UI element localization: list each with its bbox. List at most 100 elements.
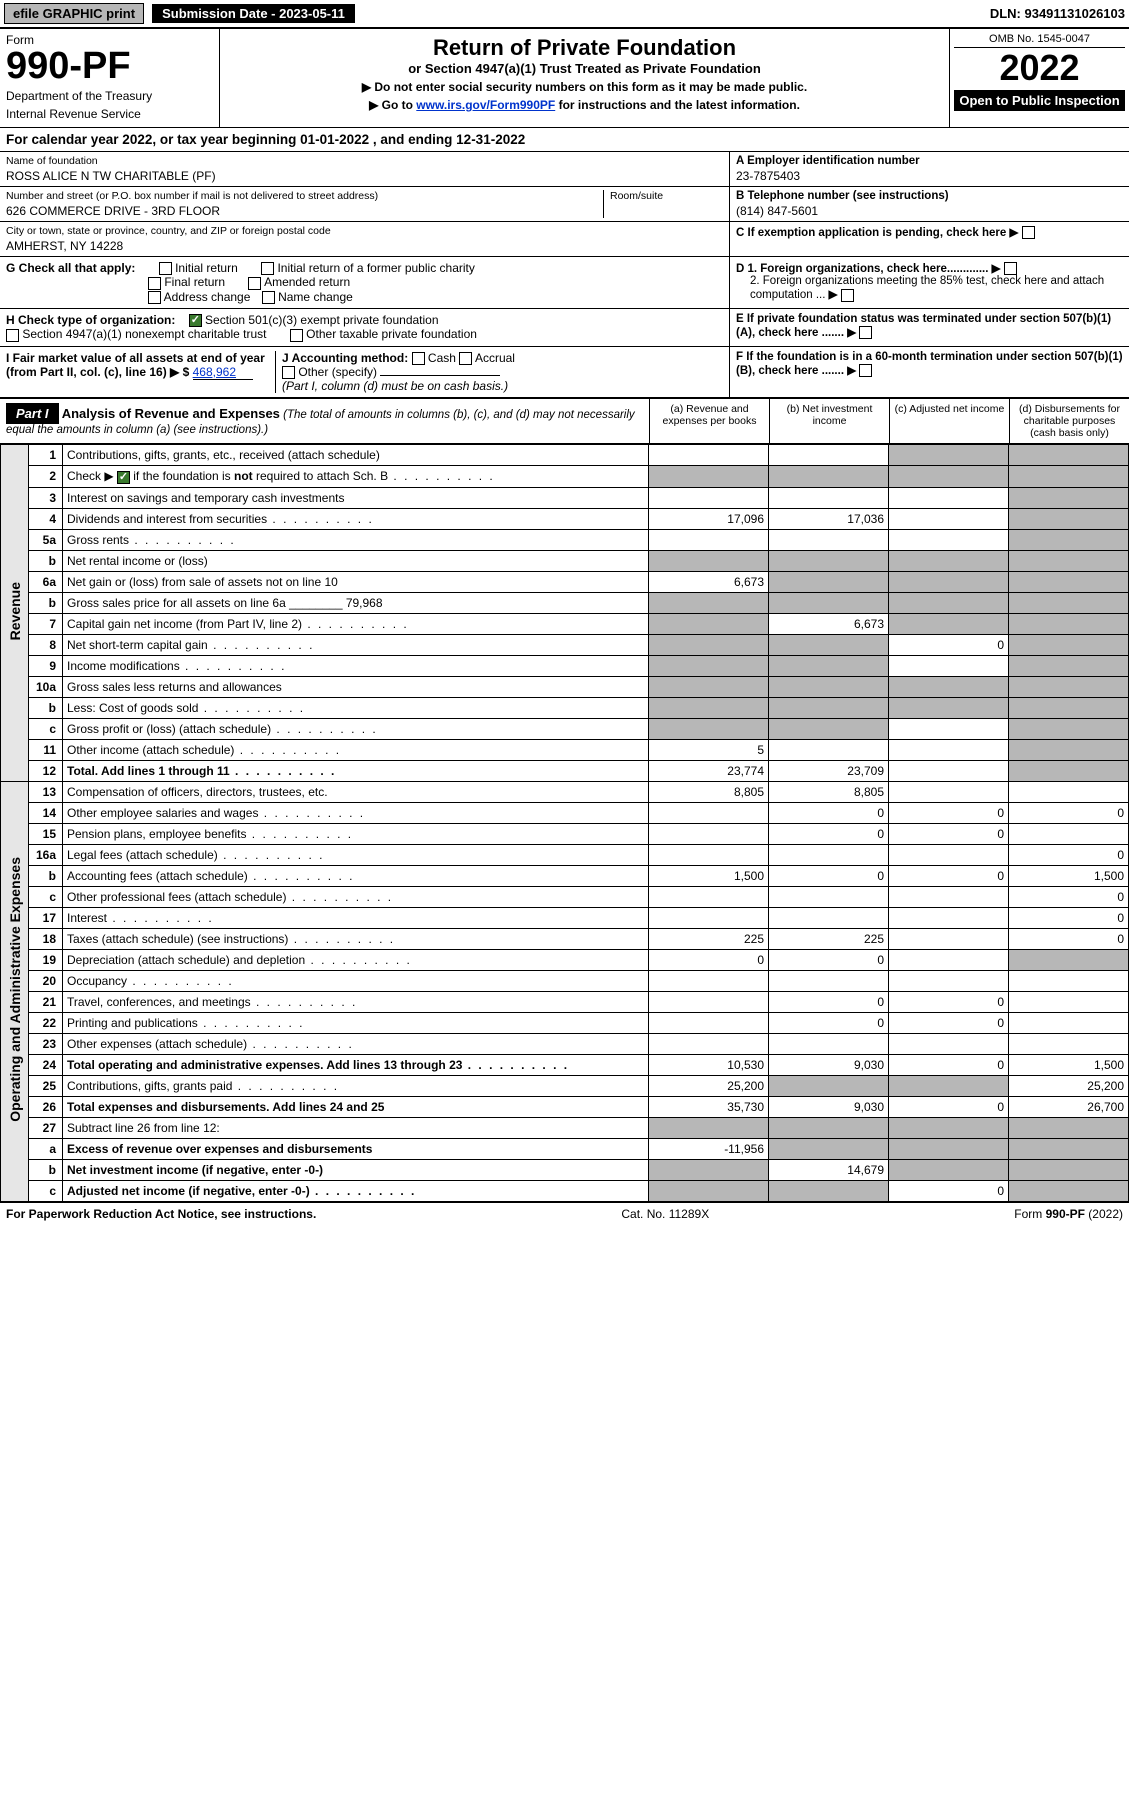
line-description: Net rental income or (loss) xyxy=(63,550,649,571)
table-cell: 23,709 xyxy=(769,760,889,781)
line-description: Taxes (attach schedule) (see instruction… xyxy=(63,928,649,949)
line-number: 15 xyxy=(29,823,63,844)
g-initial-return-checkbox[interactable] xyxy=(159,262,172,275)
table-cell xyxy=(1009,949,1129,970)
g-address-change-checkbox[interactable] xyxy=(148,291,161,304)
table-cell: 0 xyxy=(1009,844,1129,865)
d2-checkbox[interactable] xyxy=(841,289,854,302)
table-cell xyxy=(649,466,769,487)
j-cash-checkbox[interactable] xyxy=(412,352,425,365)
table-row: bNet rental income or (loss) xyxy=(1,550,1129,571)
form-ref: Form 990-PF (2022) xyxy=(1014,1207,1123,1221)
h-501c3-checkbox[interactable] xyxy=(189,314,202,327)
f-checkbox[interactable] xyxy=(859,364,872,377)
line-number: 5a xyxy=(29,529,63,550)
j-cash: Cash xyxy=(428,351,456,365)
e-checkbox[interactable] xyxy=(859,326,872,339)
address-cell: Number and street (or P.O. box number if… xyxy=(0,187,729,222)
line-description: Capital gain net income (from Part IV, l… xyxy=(63,613,649,634)
table-cell: 0 xyxy=(649,949,769,970)
j-accrual: Accrual xyxy=(475,351,515,365)
line-number: 1 xyxy=(29,445,63,466)
line-number: b xyxy=(29,592,63,613)
line-number: 24 xyxy=(29,1054,63,1075)
table-cell: 0 xyxy=(889,823,1009,844)
table-row: 21Travel, conferences, and meetings00 xyxy=(1,991,1129,1012)
d1-checkbox[interactable] xyxy=(1004,262,1017,275)
table-cell: 0 xyxy=(889,1096,1009,1117)
table-row: cOther professional fees (attach schedul… xyxy=(1,886,1129,907)
line-number: 11 xyxy=(29,739,63,760)
efile-print-button[interactable]: efile GRAPHIC print xyxy=(4,3,144,24)
line-number: c xyxy=(29,1180,63,1201)
table-cell xyxy=(1009,613,1129,634)
instr-link[interactable]: www.irs.gov/Form990PF xyxy=(416,98,555,112)
revenue-side-label: Revenue xyxy=(1,445,29,781)
dept-irs: Internal Revenue Service xyxy=(6,107,213,121)
table-cell xyxy=(889,739,1009,760)
table-row: 5aGross rents xyxy=(1,529,1129,550)
table-cell: 1,500 xyxy=(1009,1054,1129,1075)
form-subtitle: or Section 4947(a)(1) Trust Treated as P… xyxy=(230,61,939,76)
table-cell xyxy=(1009,571,1129,592)
fmv-value[interactable]: 468,962 xyxy=(193,365,253,380)
h-other-checkbox[interactable] xyxy=(290,329,303,342)
g-initial-former-checkbox[interactable] xyxy=(261,262,274,275)
table-cell xyxy=(649,697,769,718)
line-number: 21 xyxy=(29,991,63,1012)
table-cell: 0 xyxy=(769,865,889,886)
table-cell xyxy=(1009,760,1129,781)
table-row: 14Other employee salaries and wages000 xyxy=(1,802,1129,823)
line-number: 23 xyxy=(29,1033,63,1054)
line-number: 8 xyxy=(29,634,63,655)
table-cell: 1,500 xyxy=(1009,865,1129,886)
table-cell: 10,530 xyxy=(649,1054,769,1075)
col-c-header: (c) Adjusted net income xyxy=(889,399,1009,443)
table-row: bNet investment income (if negative, ent… xyxy=(1,1159,1129,1180)
submission-date: Submission Date - 2023-05-11 xyxy=(152,4,355,23)
j-accrual-checkbox[interactable] xyxy=(459,352,472,365)
room-label: Room/suite xyxy=(610,190,723,202)
j-other-checkbox[interactable] xyxy=(282,366,295,379)
table-row: cAdjusted net income (if negative, enter… xyxy=(1,1180,1129,1201)
arrow-icon: ▶ xyxy=(1010,227,1019,239)
line-description: Pension plans, employee benefits xyxy=(63,823,649,844)
j-label: J Accounting method: xyxy=(282,351,408,365)
g-name-change-checkbox[interactable] xyxy=(262,291,275,304)
g-amended-checkbox[interactable] xyxy=(248,277,261,290)
line-number: 2 xyxy=(29,466,63,487)
ein-value: 23-7875403 xyxy=(736,169,1123,183)
line-number: 13 xyxy=(29,781,63,802)
line-description: Contributions, gifts, grants paid xyxy=(63,1075,649,1096)
table-row: 3Interest on savings and temporary cash … xyxy=(1,487,1129,508)
table-cell: 0 xyxy=(769,802,889,823)
table-cell xyxy=(1009,970,1129,991)
g-final-return-checkbox[interactable] xyxy=(148,277,161,290)
table-cell: 0 xyxy=(889,1180,1009,1201)
line-number: b xyxy=(29,1159,63,1180)
part1-tag: Part I xyxy=(6,403,59,424)
table-cell: 0 xyxy=(889,991,1009,1012)
part1-title-cell: Part I Analysis of Revenue and Expenses … xyxy=(0,399,649,443)
h-4947-checkbox[interactable] xyxy=(6,329,19,342)
line-description: Net short-term capital gain xyxy=(63,634,649,655)
col-b-header: (b) Net investment income xyxy=(769,399,889,443)
table-cell xyxy=(769,487,889,508)
table-cell xyxy=(889,907,1009,928)
h-opt-3: Other taxable private foundation xyxy=(306,327,477,341)
table-cell xyxy=(889,487,1009,508)
telephone-cell: B Telephone number (see instructions) (8… xyxy=(730,187,1129,222)
table-cell xyxy=(1009,550,1129,571)
table-cell xyxy=(889,529,1009,550)
table-row: 16aLegal fees (attach schedule)0 xyxy=(1,844,1129,865)
c-checkbox[interactable] xyxy=(1022,226,1035,239)
j-other: Other (specify) xyxy=(298,365,377,379)
table-cell xyxy=(1009,739,1129,760)
instr-post: for instructions and the latest informat… xyxy=(555,98,800,112)
table-row: 2Check ▶ if the foundation is not requir… xyxy=(1,466,1129,487)
table-cell: 0 xyxy=(889,1012,1009,1033)
sch-b-checkbox[interactable] xyxy=(117,471,130,484)
table-cell xyxy=(649,655,769,676)
line-description: Accounting fees (attach schedule) xyxy=(63,865,649,886)
line-number: 7 xyxy=(29,613,63,634)
